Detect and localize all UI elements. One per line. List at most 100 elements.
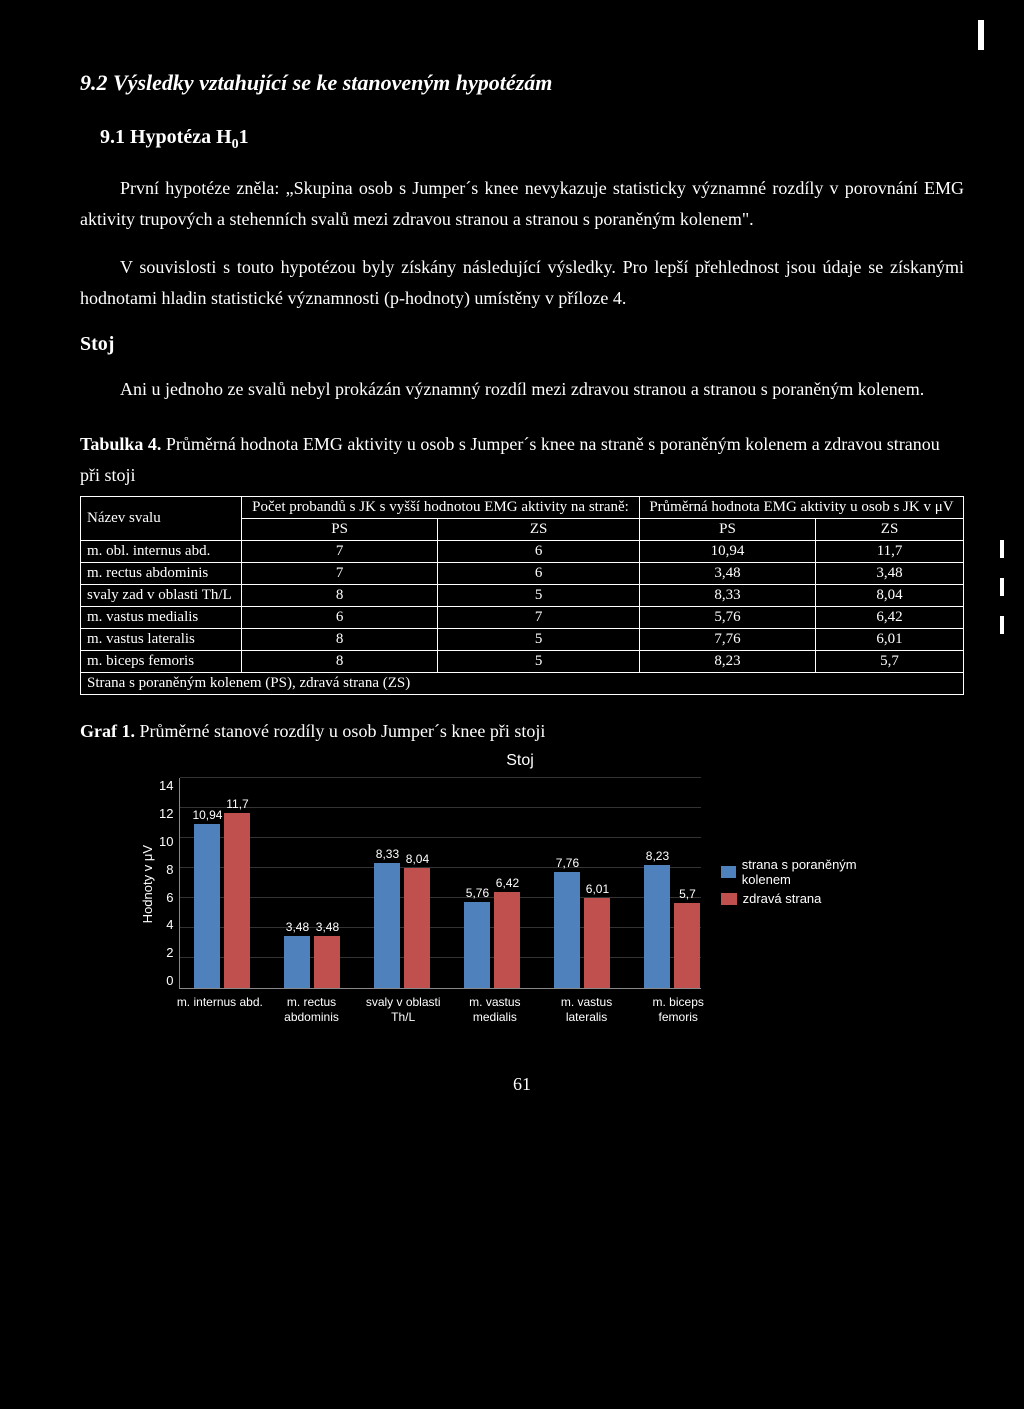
bar <box>284 936 310 988</box>
cell: 6,42 <box>816 607 964 629</box>
table-footer: Strana s poraněným kolenem (PS), zdravá … <box>81 673 964 695</box>
cell: 8 <box>242 651 438 673</box>
subhead: PS <box>639 519 815 541</box>
table-head-left: Název svalu <box>81 497 242 541</box>
h2-sub: 0 <box>232 137 239 152</box>
table-head-top-1: Počet probandů s JK s vyšší hodnotou EMG… <box>242 497 640 519</box>
chart-plot: 10,9411,73,483,488,338,045,766,427,766,0… <box>179 778 700 989</box>
chart-legend: strana s poraněným kolenem zdravá strana <box>721 857 900 910</box>
table-caption: Tabulka 4. Průměrná hodnota EMG aktivity… <box>80 429 964 490</box>
bar-label: 11,7 <box>212 797 262 811</box>
cell: 8,04 <box>816 585 964 607</box>
legend-label: strana s poraněným kolenem <box>742 857 900 887</box>
legend-swatch <box>721 893 737 905</box>
stoj-title: Stoj <box>80 333 964 356</box>
scan-artifact <box>978 20 984 50</box>
cell: 6 <box>242 607 438 629</box>
mark <box>1000 540 1004 558</box>
paragraph-3: Ani u jednoho ze svalů nebyl prokázán vý… <box>80 374 964 405</box>
bar-label: 7,76 <box>542 856 592 870</box>
bar-label: 6,42 <box>482 876 532 890</box>
cell: 5 <box>438 629 640 651</box>
table-row: m. vastus lateralis857,766,01 <box>81 629 964 651</box>
subhead: ZS <box>438 519 640 541</box>
table-caption-rest: Průměrná hodnota EMG aktivity u osob s J… <box>80 434 940 485</box>
page: 9.2 Výsledky vztahující se ke stanoveným… <box>0 0 1024 1409</box>
xtick: svaly v oblasti Th/L <box>357 995 449 1024</box>
graf-caption-bold: Graf 1. <box>80 721 135 741</box>
ytick: 6 <box>159 890 173 905</box>
legend-item: zdravá strana <box>721 891 900 906</box>
bar <box>464 902 490 988</box>
gridline <box>180 897 700 898</box>
table-footer-text: Strana s poraněným kolenem (PS), zdravá … <box>81 673 964 695</box>
gridline <box>180 837 700 838</box>
xtick: m. internus abd. <box>174 995 266 1024</box>
bar <box>374 863 400 988</box>
cell: 7 <box>438 607 640 629</box>
ytick: 14 <box>159 778 173 793</box>
row-name: m. vastus lateralis <box>81 629 242 651</box>
section-heading: 9.2 Výsledky vztahující se ke stanoveným… <box>80 70 964 96</box>
bar <box>404 868 430 989</box>
row-name: m. obl. internus abd. <box>81 541 242 563</box>
bar-label: 3,48 <box>302 920 352 934</box>
chart-xticks: m. internus abd.m. rectus abdominissvaly… <box>174 995 724 1024</box>
xtick: m. biceps femoris <box>632 995 724 1024</box>
cell: 7,76 <box>639 629 815 651</box>
ytick: 10 <box>159 834 173 849</box>
table-row: m. rectus abdominis763,483,48 <box>81 563 964 585</box>
gridline <box>180 867 700 868</box>
cell: 3,48 <box>639 563 815 585</box>
gridline <box>180 777 700 778</box>
ytick: 2 <box>159 945 173 960</box>
scan-marks <box>1000 540 1004 634</box>
page-number: 61 <box>80 1074 964 1095</box>
bar <box>224 813 250 989</box>
mark <box>1000 578 1004 596</box>
cell: 8 <box>242 585 438 607</box>
subsection-heading: 9.1 Hypotéza H01 <box>100 126 964 153</box>
subhead: PS <box>242 519 438 541</box>
cell: 6,01 <box>816 629 964 651</box>
legend-item: strana s poraněným kolenem <box>721 857 900 887</box>
h2-post: 1 <box>239 126 249 148</box>
bar-label: 8,23 <box>632 849 682 863</box>
row-name: m. rectus abdominis <box>81 563 242 585</box>
table-row: m. biceps femoris858,235,7 <box>81 651 964 673</box>
ytick: 12 <box>159 806 173 821</box>
cell: 5,7 <box>816 651 964 673</box>
cell: 6 <box>438 563 640 585</box>
bar-label: 5,7 <box>662 887 712 901</box>
chart-yticks: 14 12 10 8 6 4 2 0 <box>159 778 173 988</box>
cell: 10,94 <box>639 541 815 563</box>
cell: 5 <box>438 651 640 673</box>
legend-label: zdravá strana <box>743 891 822 906</box>
bar <box>314 936 340 988</box>
bar <box>644 865 670 988</box>
cell: 7 <box>242 563 438 585</box>
xtick: m. vastus lateralis <box>541 995 633 1024</box>
xtick: m. rectus abdominis <box>266 995 358 1024</box>
gridline <box>180 957 700 958</box>
chart: Stoj Hodnoty v μV 14121086420 10,9411,73… <box>140 752 900 1024</box>
gridline <box>180 927 700 928</box>
data-table: Název svalu Počet probandů s JK s vyšší … <box>80 496 964 695</box>
subhead: ZS <box>816 519 964 541</box>
mark <box>1000 616 1004 634</box>
cell: 8,33 <box>639 585 815 607</box>
row-name: m. vastus medialis <box>81 607 242 629</box>
bar <box>194 824 220 988</box>
cell: 3,48 <box>816 563 964 585</box>
bar-label: 6,01 <box>572 882 622 896</box>
cell: 11,7 <box>816 541 964 563</box>
table-caption-bold: Tabulka 4. <box>80 434 161 454</box>
ytick: 4 <box>159 917 173 932</box>
bar <box>494 892 520 988</box>
xtick: m. vastus medialis <box>449 995 541 1024</box>
ytick: 8 <box>159 862 173 877</box>
row-name: m. biceps femoris <box>81 651 242 673</box>
ytick: 0 <box>159 973 173 988</box>
cell: 5,76 <box>639 607 815 629</box>
table-head-top-2: Průměrná hodnota EMG aktivity u osob s J… <box>639 497 963 519</box>
